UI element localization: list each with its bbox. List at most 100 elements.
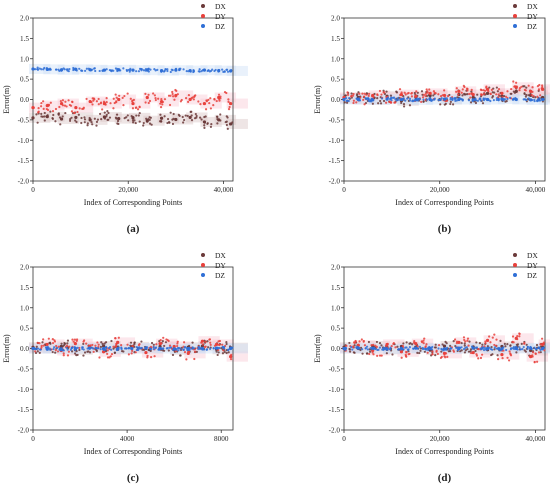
data-point-dy: [73, 342, 77, 346]
scatter-dot-dy: [400, 356, 403, 359]
data-point-dz: [130, 346, 134, 351]
scatter-dot-dz: [350, 346, 353, 349]
scatter-dot-dy: [376, 93, 379, 97]
scatter-dot-dy: [352, 99, 355, 102]
scatter-dot-dy: [230, 353, 233, 356]
scatter-dot-dy: [515, 85, 518, 88]
y-tick-label: -2.0: [18, 178, 30, 186]
series-halo: [99, 341, 121, 352]
scatter-dot-dy: [410, 91, 413, 95]
scatter-dot-dz: [482, 97, 485, 100]
x-tick-label: 20,000: [430, 435, 450, 443]
scatter-dot-dz: [192, 69, 195, 72]
scatter-dot-dz: [147, 67, 150, 71]
scatter-dot-dy: [161, 100, 164, 104]
scatter-dot-dz: [495, 98, 498, 102]
scatter-dot-dz: [104, 348, 107, 351]
scatter-dot-dx: [402, 105, 406, 108]
scatter-dot-dz: [474, 99, 478, 102]
scatter-dot-dx: [138, 120, 141, 123]
scatter-dot-dz: [138, 67, 142, 70]
y-tick-label: -2.0: [329, 427, 341, 435]
scatter-dot-dz: [402, 348, 405, 351]
scatter-dot-dy: [516, 335, 519, 338]
scatter-dot-dz: [415, 99, 419, 102]
scatter-dot-dx: [75, 120, 78, 124]
scatter-dot-dy: [160, 98, 163, 101]
y-tick-label: 0.5: [331, 325, 340, 333]
scatter-dot-dz: [406, 97, 409, 100]
series-halo: [114, 94, 137, 105]
scatter-dot-dy: [416, 345, 419, 348]
scatter-dot-dz: [396, 97, 399, 100]
scatter-dot-dx: [142, 124, 145, 127]
scatter-dot-dx: [182, 121, 185, 124]
scatter-dot-dz: [462, 347, 466, 351]
series-halo: [526, 351, 549, 362]
scatter-dot-dy: [424, 92, 428, 95]
scatter-dot-dx: [148, 118, 151, 121]
legend-label-dx: DX: [527, 2, 538, 11]
scatter-dot-dx: [385, 352, 388, 355]
series-halo: [440, 348, 462, 359]
scatter-dot-dz: [145, 347, 148, 350]
scatter-dot-dy: [491, 336, 494, 339]
scatter-dot-dx: [87, 350, 90, 353]
scatter-dot-dz: [47, 68, 50, 71]
scatter-dot-dx: [207, 346, 210, 349]
scatter-dot-dz: [88, 347, 91, 350]
series-halo: [141, 343, 164, 354]
scatter-dot-dz: [164, 68, 167, 71]
scatter-dot-dx: [463, 342, 466, 345]
scatter-dot-dy: [153, 94, 156, 97]
scatter-dot-dx: [468, 340, 471, 343]
scatter-dot-dz: [175, 348, 178, 351]
scatter-dot-dy: [229, 358, 233, 361]
scatter-dot-dy: [110, 352, 114, 356]
scatter-dot-dx: [86, 124, 89, 127]
series-halo: [226, 98, 248, 109]
scatter-dot-dy: [67, 99, 70, 102]
scatter-dot-dz: [361, 348, 364, 351]
scatter-dot-dz: [418, 345, 421, 348]
scatter-dot-dx: [108, 116, 112, 119]
scatter-dot-dx: [467, 350, 471, 353]
x-tick-label: 0: [31, 435, 35, 443]
scatter-dot-dz: [439, 98, 442, 102]
scatter-dot-dz: [227, 348, 230, 351]
scatter-dot-dy: [186, 100, 190, 103]
data-point-dy: [485, 338, 490, 342]
scatter-dot-dx: [509, 344, 512, 347]
scatter-dot-dy: [73, 338, 77, 341]
scatter-dot-dy: [428, 88, 431, 91]
scatter-dot-dz: [140, 346, 143, 350]
scatter-dot-dy: [121, 96, 124, 100]
scatter-dot-dx: [133, 345, 136, 348]
scatter-dot-dz: [211, 68, 214, 71]
series-halo: [214, 114, 237, 125]
scatter-dot-dz: [206, 69, 209, 73]
scatter-dot-dy: [457, 93, 460, 96]
x-axis-label: Index of Corresponding Points: [395, 447, 493, 456]
scatter-dot-dz: [36, 66, 39, 69]
scatter-dot-dy: [56, 350, 60, 353]
scatter-dot-dx: [402, 102, 406, 106]
scatter-dot-dz: [197, 347, 200, 351]
scatter-dot-dx: [219, 113, 222, 116]
scatter-dot-dz: [412, 347, 415, 350]
scatter-dot-dz: [457, 346, 460, 349]
legend-marker-dz: [513, 24, 517, 28]
scatter-dot-dx: [429, 95, 432, 98]
scatter-dot-dy: [159, 106, 163, 109]
scatter-dot-dz: [198, 346, 201, 349]
scatter-dot-dx: [441, 343, 444, 346]
scatter-dot-dx: [150, 341, 154, 345]
scatter-dot-dy: [184, 97, 188, 100]
scatter-dot-dy: [516, 338, 519, 341]
series-halo: [186, 65, 208, 76]
series-halo: [426, 88, 448, 99]
scatter-dot-dx: [171, 353, 175, 357]
series-halo: [200, 116, 222, 127]
scatter-dot-dz: [488, 346, 491, 349]
scatter-dot-dx: [88, 116, 91, 120]
